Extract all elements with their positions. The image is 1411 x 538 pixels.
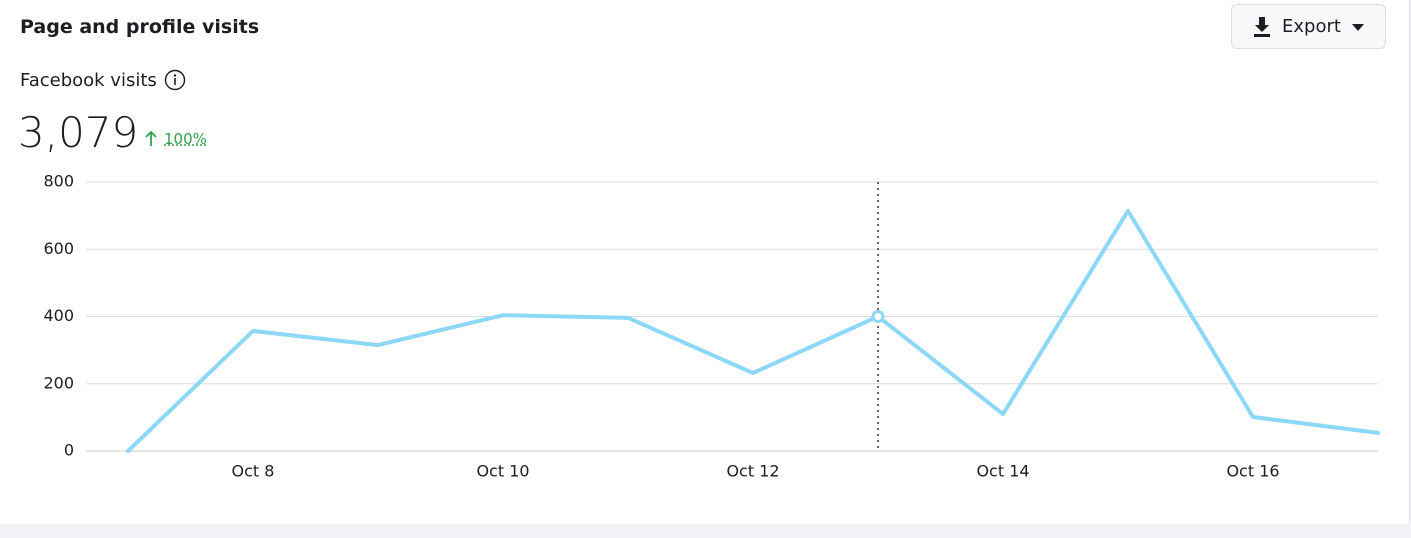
data-line [126, 208, 1380, 453]
x-tick-label: Oct 10 [476, 462, 529, 481]
y-tick-label: 0 [64, 441, 74, 460]
change-value[interactable]: 100% [164, 130, 207, 148]
metric-total: 3,079 [18, 108, 139, 157]
metric-label-row: Facebook visits [20, 69, 186, 91]
card: Page and profile visits Export Facebook … [0, 0, 1410, 524]
hover-point [871, 310, 885, 323]
x-tick-label: Oct 8 [232, 462, 275, 481]
up-arrow-icon [145, 131, 157, 146]
info-icon[interactable] [164, 69, 186, 91]
y-tick-label: 200 [43, 373, 74, 392]
y-tick-label: 600 [43, 239, 74, 258]
x-tick-label: Oct 12 [726, 462, 779, 481]
x-tick-label: Oct 16 [1226, 462, 1279, 481]
download-icon [1254, 16, 1271, 37]
card-title: Page and profile visits [20, 16, 260, 38]
caret-icon [1351, 23, 1364, 31]
metric-change: 100% [144, 130, 207, 148]
metric-label: Facebook visits [20, 69, 157, 91]
y-tick-label: 400 [43, 306, 74, 325]
x-tick-label: Oct 14 [976, 462, 1029, 481]
export-label: Export [1282, 16, 1341, 37]
y-tick-label: 800 [43, 172, 74, 191]
export-button[interactable]: Export [1231, 4, 1386, 49]
